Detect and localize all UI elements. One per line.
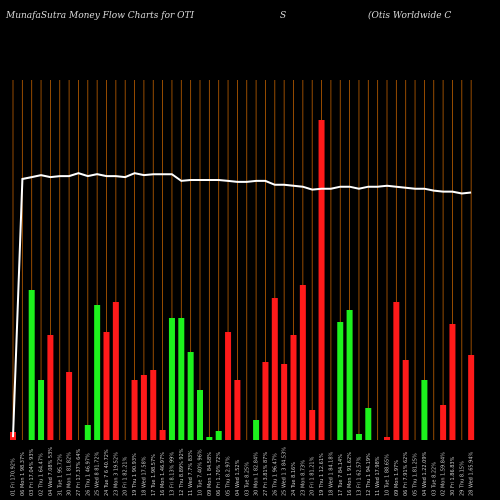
x-tick-label: 31 Tue 1 95.72%: [57, 454, 63, 496]
x-tick-label: 24 Tue 7 6 40.72%: [104, 449, 110, 496]
volume-bar: [94, 305, 101, 440]
volume-bar: [150, 370, 157, 440]
x-tick-label: 06 Fri 1.70% 72%: [216, 452, 222, 496]
x-tick-label: 27 Fri 3.81% 87%: [263, 452, 269, 496]
x-tick-label: 05 Thu 1.81.25%: [413, 453, 419, 496]
volume-bar: [253, 420, 260, 440]
volume-bar: [168, 318, 175, 440]
chart-title-company: (Otis Worldwide C: [368, 11, 452, 21]
x-tick-label: 03 Tue 8.22%: [431, 462, 437, 496]
volume-bar: [440, 405, 447, 440]
x-tick-label: 09 Mon 1.97%: [394, 460, 400, 496]
x-tick-label: 11 Wed 7.7% 83%: [188, 450, 194, 496]
volume-bar: [84, 425, 91, 440]
x-tick-label: 30 Mon 1 81.82%: [67, 452, 73, 496]
x-tick-label: 02 Mon 1.59.84%: [441, 452, 447, 496]
volume-bar: [421, 380, 428, 440]
volume-bar: [355, 434, 362, 440]
x-tick-label: 29 Thu 8.15%: [459, 461, 465, 496]
chart-title: MunafaSutra Money Flow Charts for OTI: [6, 11, 195, 21]
x-tick-label: 09 Mon 1 84.58%: [207, 452, 213, 496]
volume-bar: [299, 285, 306, 440]
volume-bar: [318, 120, 325, 440]
x-tick-label: 26 Thu 1 96.47%: [272, 453, 278, 496]
volume-bar: [346, 310, 353, 440]
volume-bar: [393, 302, 400, 440]
volume-bar: [384, 437, 390, 440]
x-tick-label: 20 Fri 1 81.21%: [310, 456, 316, 496]
x-tick-label: 26 Thu 1 46.97%: [85, 453, 91, 496]
x-tick-label: 23 Mon 3 19.52%: [113, 452, 119, 496]
x-tick-label: 05 Thu 8.2.97%: [226, 456, 232, 496]
volume-bar: [281, 364, 288, 440]
x-tick-label: 03 Tue 8.25%: [244, 462, 250, 496]
volume-bar: [66, 372, 73, 440]
x-tick-label: 10 Tue 7.40% 96%: [198, 449, 204, 496]
x-tick-label: 25 Wed 8 81.72%: [95, 451, 101, 496]
x-tick-label: 30 Fri 1.86.83%: [450, 456, 456, 496]
x-tick-label: 04 Wed 7.08% 53%: [48, 447, 54, 496]
x-tick-label: 04 Wed 1.52%: [235, 459, 241, 496]
volume-bar: [38, 380, 45, 440]
x-tick-label: 19 Thu 1 90.93%: [132, 453, 138, 496]
x-tick-label: 16 Mon 1 91.62%: [347, 452, 353, 496]
x-tick-label: 06 Fri 7.91% 62%: [403, 452, 409, 496]
x-tick-label: 20 Fri 1 82.21%: [123, 456, 129, 496]
volume-bar: [206, 437, 213, 440]
volume-bar: [402, 360, 409, 440]
x-tick-label: 12 Thu 1 94.19%: [366, 453, 372, 496]
volume-bar: [309, 410, 316, 440]
volume-bar: [28, 290, 35, 440]
x-tick-label: 27 Fri 17.37% 64%: [76, 448, 82, 496]
chart-header: MunafaSutra Money Flow Charts for OTI S …: [0, 0, 500, 30]
volume-bar: [225, 332, 232, 440]
x-tick-label: 01 Fri 170.92%: [11, 458, 17, 496]
x-tick-label: 23 Mon 8.73%: [300, 460, 306, 496]
volume-bar: [468, 355, 475, 440]
x-tick-label: 06 Mon 1 98.37%: [20, 452, 26, 496]
x-tick-label: 18 Wed 1 84.18%: [328, 451, 334, 496]
x-tick-label: 18 Wed 17.58%: [141, 456, 147, 496]
x-tick-label: 10 Tue 1 88.65%: [385, 454, 391, 496]
volume-bar: [262, 362, 269, 440]
x-tick-label: 04 Wed 1.22.09%: [422, 451, 428, 496]
volume-bar: [178, 318, 185, 440]
chart-title-symbol: S: [280, 11, 287, 21]
volume-bar: [103, 332, 110, 440]
volume-bar: [112, 302, 119, 440]
x-tick-label: 30 Mon 1 82.84%: [254, 452, 260, 496]
volume-bar: [337, 322, 344, 440]
x-tick-label: 17 Tue 7 84.14%: [338, 454, 344, 496]
x-tick-label: 02 Thu 1 64.47%: [39, 453, 45, 496]
x-tick-label: 24 Tue 8.16%: [291, 462, 297, 496]
volume-bar: [47, 335, 54, 440]
x-tick-label: 12 Thu 8.89% 92%: [179, 448, 185, 496]
x-tick-label: 25 Wed 1 3 84.53%: [282, 447, 288, 496]
x-tick-label: 28 Wed 1.65.94%: [469, 451, 475, 496]
x-tick-label: 11 Wed 17.98%: [375, 456, 381, 496]
x-tick-label: 17 Tue 1.98.57%: [151, 454, 157, 496]
x-tick-label: 16 Mon 1.46.97%: [160, 452, 166, 496]
x-tick-label: 03 Fri 17.04% 93%: [29, 448, 35, 496]
volume-bar: [365, 408, 372, 440]
volume-bar: [215, 431, 222, 440]
volume-bar: [449, 324, 456, 440]
volume-bar: [187, 352, 194, 440]
volume-bar: [271, 298, 278, 440]
volume-bar: [197, 390, 203, 440]
volume-bar: [290, 335, 297, 440]
x-tick-label: 19 Thu 1 12.61%: [319, 453, 325, 496]
volume-bar: [131, 380, 138, 440]
x-tick-label: 13 Fri 8.13% 99%: [169, 452, 175, 496]
volume-bar: [234, 380, 241, 440]
volume-bar: [140, 375, 147, 440]
x-tick-label: 13 Fri 1 62.57%: [356, 456, 362, 496]
volume-bar: [159, 430, 166, 440]
price-line: [12, 172, 472, 438]
